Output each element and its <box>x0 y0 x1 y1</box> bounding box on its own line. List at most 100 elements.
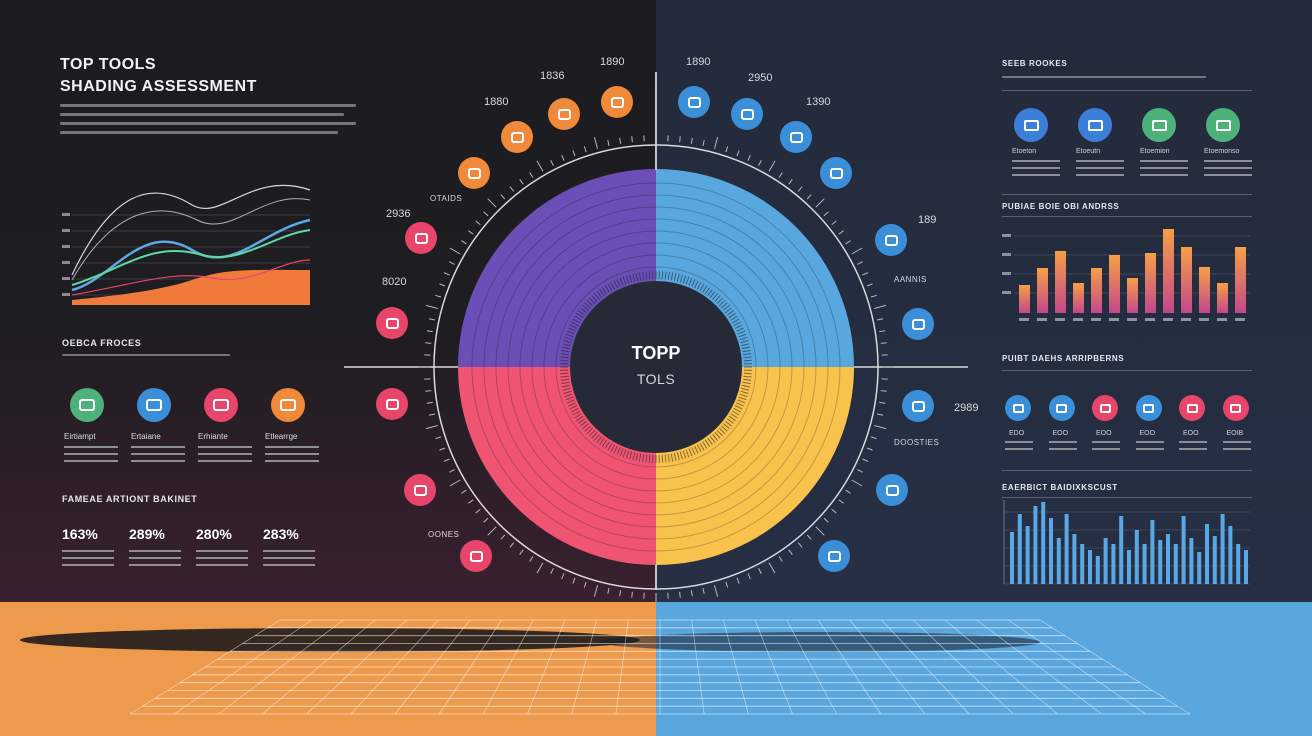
icon-label: EOO <box>1139 430 1156 437</box>
text-line <box>196 550 248 552</box>
text-line <box>1135 448 1164 450</box>
icon-description <box>1048 441 1077 455</box>
inner-hatch <box>584 425 591 432</box>
tool-icon <box>789 131 803 143</box>
floor-grid-line <box>881 619 970 715</box>
ring-number-label: 2950 <box>748 72 773 84</box>
bar <box>1017 514 1022 584</box>
ring-tick <box>487 198 497 208</box>
icon-label: Etoeton <box>1012 148 1037 155</box>
icon-description <box>64 446 118 467</box>
ring-tick <box>425 390 432 392</box>
ring-tick <box>870 294 877 298</box>
inner-hatch <box>661 454 664 463</box>
floor-grid-line <box>527 619 566 715</box>
ring-tick <box>509 542 515 548</box>
bar <box>1019 285 1030 313</box>
ring-tick <box>619 590 622 597</box>
concentric-line <box>471 182 841 552</box>
inner-hatch <box>571 407 579 413</box>
chart-tick-label <box>62 213 70 216</box>
chart-tick-label <box>62 293 70 296</box>
bar <box>1163 229 1174 313</box>
bar <box>1041 502 1046 584</box>
bar-axis-label <box>1002 272 1011 275</box>
tool-icon <box>557 108 571 120</box>
inner-hatch <box>725 420 732 427</box>
inner-hatch <box>725 307 732 314</box>
ring-tick <box>679 136 681 143</box>
concentric-line <box>519 230 793 504</box>
inner-hatch <box>673 452 677 462</box>
floor-grid-line <box>976 619 1102 715</box>
icon-label: Etoemion <box>1140 148 1170 155</box>
chart-tick-label <box>62 261 70 264</box>
ring-tick <box>768 562 776 574</box>
tool-icon <box>740 108 754 120</box>
center-ring-chart <box>344 72 968 602</box>
inner-hatch <box>569 324 578 329</box>
bar <box>1236 544 1241 584</box>
inner-hatch <box>709 291 716 298</box>
bar-category-label <box>1109 318 1119 321</box>
floor-grid-line <box>394 619 471 715</box>
icon-description <box>198 446 252 467</box>
inner-hatch <box>739 393 748 398</box>
floor-grid-line <box>849 619 926 715</box>
ring-tick <box>572 150 576 157</box>
inner-hatch <box>591 295 598 302</box>
inner-hatch <box>645 271 648 280</box>
ring-tick <box>468 499 474 504</box>
stat-value: 280% <box>196 526 232 542</box>
ring-tick <box>702 587 705 595</box>
inner-hatch <box>638 453 642 462</box>
inner-hatch <box>582 304 589 311</box>
inner-hatch <box>691 279 696 287</box>
ring-number-label: 1880 <box>484 96 509 108</box>
inner-hatch <box>694 445 699 454</box>
inner-hatch <box>741 387 750 391</box>
inner-hatch <box>560 356 569 359</box>
ring-tick <box>461 489 467 494</box>
right-bar-charts <box>1002 229 1250 585</box>
inner-hatch <box>580 307 587 314</box>
tool-icon <box>610 96 624 108</box>
inner-hatch <box>616 279 621 287</box>
ring-tick <box>561 573 565 580</box>
ring-number-label: 1836 <box>540 70 565 82</box>
inner-hatch <box>694 280 699 289</box>
ring-tick <box>631 591 633 598</box>
inner-hatch <box>670 272 674 281</box>
ring-icon <box>458 157 490 189</box>
tool-icon <box>385 398 399 410</box>
floor-grid-line <box>350 619 439 715</box>
bar-category-label <box>1037 318 1047 321</box>
panel4-divider <box>1002 497 1252 498</box>
ring-icon <box>601 86 633 118</box>
inner-hatch <box>728 415 736 422</box>
floor-grid-line <box>129 619 281 715</box>
ring-number-label: 189 <box>918 214 937 226</box>
text-line <box>131 460 185 462</box>
inner-hatch <box>685 449 690 458</box>
bar <box>1088 550 1092 584</box>
ring-small-label: OTAIDS <box>430 194 463 203</box>
bar <box>1150 520 1155 584</box>
inner-hatch <box>572 410 581 416</box>
tool-icon <box>467 167 481 179</box>
tool-icon <box>385 317 399 329</box>
red-line-series <box>71 259 311 296</box>
ring-tick <box>593 585 598 598</box>
ring-tick <box>435 294 442 298</box>
ring-tick <box>725 146 729 153</box>
bar <box>1049 518 1053 584</box>
inner-hatch <box>667 454 670 463</box>
flag-icon <box>1222 395 1249 421</box>
ring-tick <box>823 517 829 523</box>
inner-hatch <box>743 359 752 362</box>
ring-tick <box>725 581 729 588</box>
tool-icon <box>469 550 483 562</box>
inner-hatch <box>569 405 578 410</box>
ring-icon <box>376 307 408 339</box>
center-title: TOPP <box>631 343 681 363</box>
